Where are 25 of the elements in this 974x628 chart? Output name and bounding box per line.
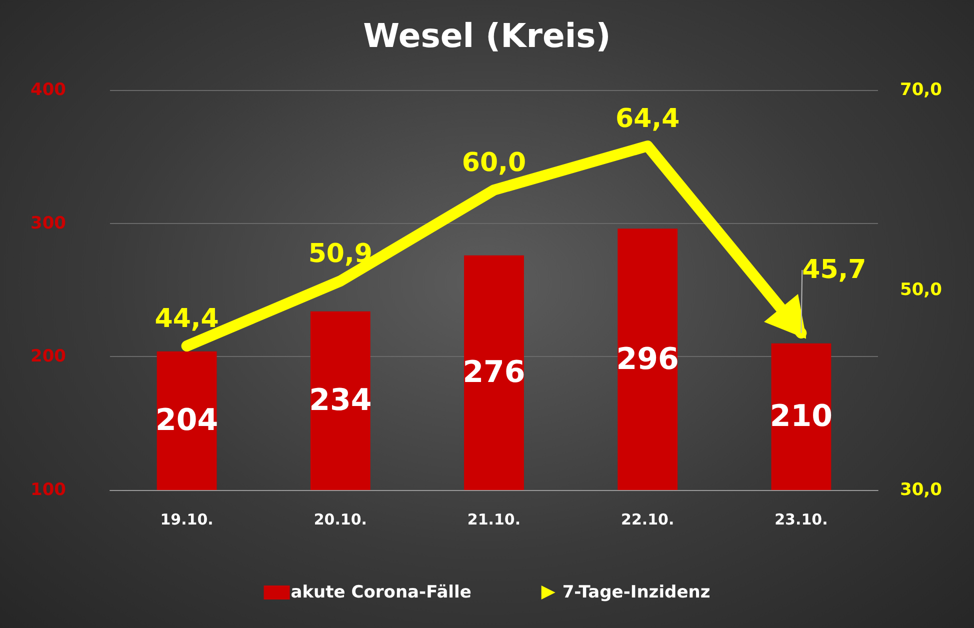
data-label: 296: [616, 342, 679, 377]
data-label: 44,4: [154, 304, 219, 334]
y-tick-label: 200: [30, 346, 66, 367]
data-label: 45,7: [802, 255, 866, 285]
data-label: 276: [462, 355, 526, 390]
data-label: 210: [770, 399, 833, 434]
x-tick-label: 21.10.: [467, 510, 521, 528]
y-tick-label: 400: [30, 80, 66, 100]
chart-title: Wesel (Kreis): [363, 16, 611, 55]
legend-label: 7-Tage-Inzidenz: [562, 582, 710, 602]
y-tick-label: 300: [30, 213, 66, 234]
data-label: 64,4: [616, 104, 680, 134]
x-tick-label: 22.10.: [621, 510, 674, 528]
data-label: 50,9: [308, 239, 372, 269]
data-label: 234: [309, 383, 372, 418]
y2-tick-label: 70,0: [900, 80, 942, 100]
y2-tick-label: 50,0: [900, 280, 942, 300]
data-label: 60,0: [462, 148, 526, 178]
x-tick-label: 19.10.: [160, 510, 214, 528]
legend-label: akute Corona-Fälle: [290, 582, 472, 602]
data-label: 204: [155, 403, 218, 438]
y-tick-label: 100: [30, 480, 66, 500]
x-tick-label: 20.10.: [314, 510, 367, 528]
y2-tick-label: 30,0: [900, 480, 942, 500]
x-tick-label: 23.10.: [774, 510, 828, 528]
